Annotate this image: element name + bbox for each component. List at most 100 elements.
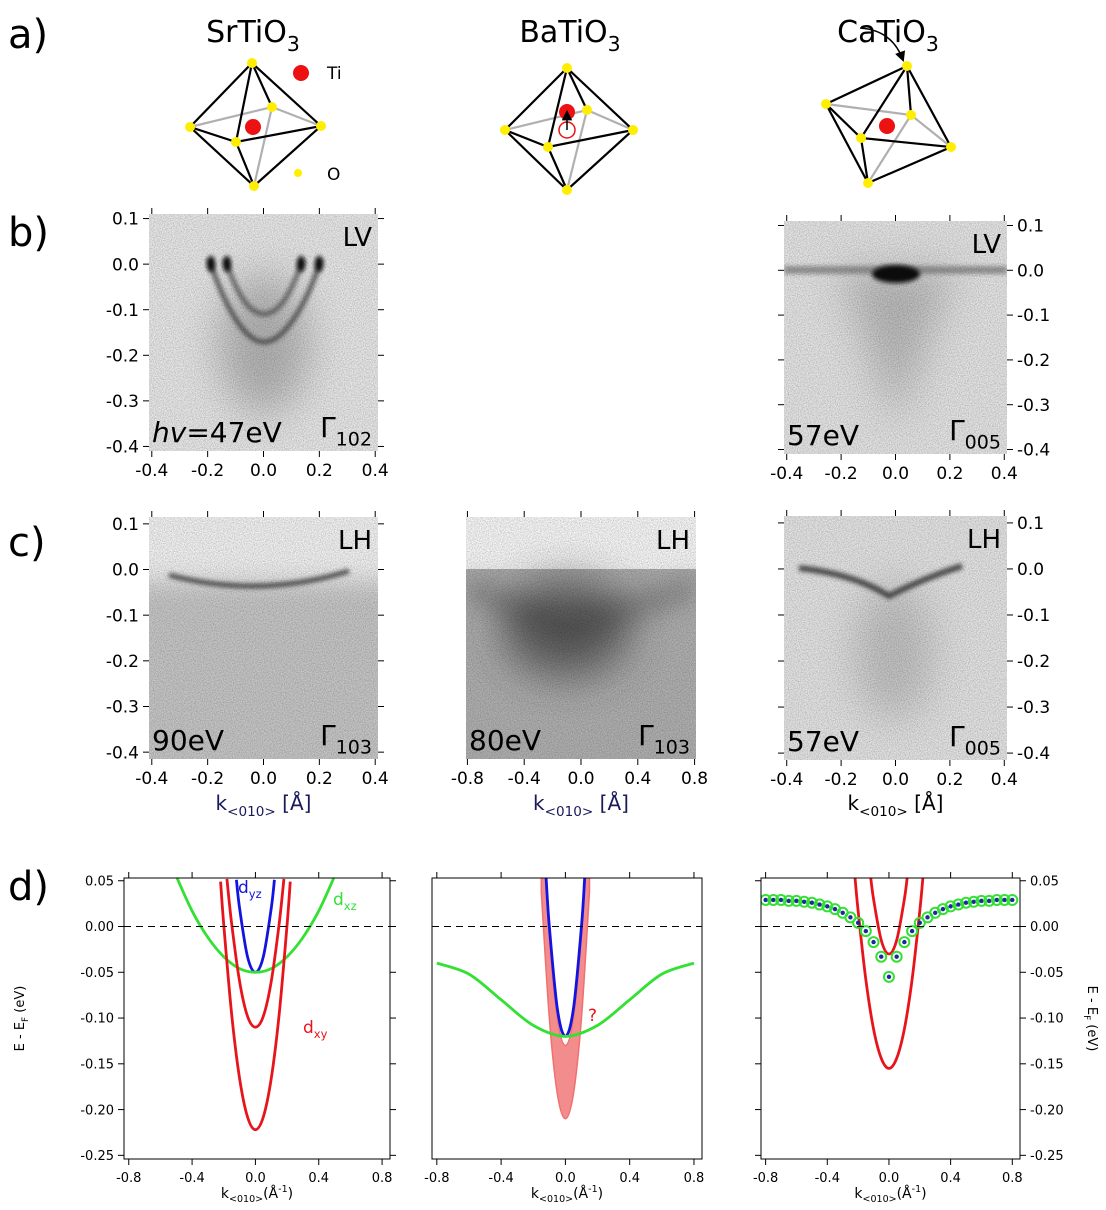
- text-part: k: [854, 1186, 863, 1202]
- y-tick-label: 0.00: [85, 920, 114, 935]
- text-part: 005: [965, 737, 1001, 759]
- point-dot: [986, 898, 992, 904]
- k-point-label: Γ005: [949, 414, 1001, 453]
- point-dot: [963, 900, 969, 905]
- text-part: ): [598, 1186, 603, 1202]
- point-ring: [867, 936, 880, 949]
- point-dot: [794, 898, 799, 904]
- x-tick-label: 0.8: [372, 1171, 393, 1186]
- y-tick-label: -0.2: [106, 346, 139, 366]
- y-tick-label: -0.10: [1030, 1012, 1064, 1027]
- compound-title: CaTiO3: [837, 15, 939, 56]
- data-point: [967, 895, 980, 908]
- photon-energy-label: 57eV: [787, 725, 859, 758]
- data-point: [813, 898, 826, 911]
- polarization-label: LV: [343, 223, 373, 253]
- point-dot: [1010, 897, 1015, 903]
- ti-atom: [245, 119, 261, 135]
- x-tick-label: 0.8: [681, 769, 708, 789]
- x-tick-label: 0.4: [991, 464, 1018, 484]
- octahedron-front-edges: [504, 67, 637, 192]
- x-tick-label: -0.4: [179, 1171, 204, 1186]
- text-part: 103: [336, 736, 372, 758]
- text-part: <010>: [859, 804, 908, 820]
- x-tick-label: -0.4: [488, 1171, 513, 1186]
- spectrum-feature: [149, 517, 378, 759]
- x-tick-label: -0.2: [825, 464, 858, 484]
- point-ring: [761, 893, 772, 906]
- data-point: [983, 894, 996, 907]
- plot-area: [149, 517, 378, 759]
- spectrum-feature: [466, 517, 696, 759]
- text-part: 57eV: [787, 419, 859, 452]
- series-label: dxz: [333, 890, 357, 913]
- o-atom: [902, 61, 912, 71]
- point-dot: [902, 939, 907, 945]
- panel-label: b): [8, 210, 49, 256]
- point-ring: [967, 895, 980, 908]
- octahedron-front-edges: [825, 65, 956, 185]
- y-tick-label: -0.20: [80, 1103, 114, 1118]
- text-part: 57eV: [787, 725, 859, 758]
- spectrum-feature: [149, 214, 378, 451]
- text-part: -1: [278, 1184, 288, 1195]
- x-tick-label: 0.8: [1002, 1171, 1023, 1186]
- point-ring: [775, 893, 788, 906]
- x-tick-label: 0.4: [619, 1171, 640, 1186]
- band-curve: [436, 961, 695, 1038]
- x-tick-label: 0.0: [882, 464, 909, 484]
- text-part: d: [238, 878, 249, 898]
- point-dot: [925, 915, 930, 920]
- point-dot: [940, 906, 946, 912]
- x-tick-label: -0.4: [815, 1171, 840, 1186]
- oxygen-atoms: [500, 63, 638, 195]
- point-ring: [952, 898, 965, 911]
- point-ring: [875, 950, 888, 963]
- y-tick-label: 0.05: [1030, 874, 1059, 889]
- k-point-label: Γ005: [949, 720, 1001, 759]
- y-tick-label: -0.1: [1017, 306, 1050, 326]
- o-atom: [562, 63, 572, 73]
- o-atom: [543, 142, 553, 152]
- polarization-label: LH: [967, 525, 1001, 555]
- o-atom: [628, 125, 638, 135]
- plot-area: [466, 517, 696, 759]
- oxygen-atoms: [185, 58, 326, 191]
- x-tick-label: 0.0: [250, 769, 277, 789]
- x-tick-label: 0.2: [306, 769, 333, 789]
- x-tick-label: -0.4: [135, 461, 168, 481]
- text-part: k: [216, 791, 228, 815]
- point-dot: [763, 897, 768, 903]
- text-part: k: [221, 1186, 230, 1202]
- panel-label: a): [8, 12, 48, 58]
- o-atom: [562, 185, 572, 195]
- text-part: [Å]: [593, 791, 629, 815]
- y-tick-label: 0.05: [85, 874, 114, 889]
- text-part: ): [288, 1186, 293, 1202]
- point-ring: [821, 900, 834, 913]
- plot-area: [784, 516, 1007, 760]
- data-point: [890, 950, 903, 963]
- text-part: 90eV: [152, 724, 224, 757]
- x-tick-label: 0.0: [250, 461, 277, 481]
- x-tick-label: -0.2: [191, 769, 224, 789]
- text-part: BaTiO: [519, 15, 607, 50]
- y-axis-label: E - EF (eV): [1081, 986, 1099, 1052]
- y-tick-label: -0.2: [1017, 351, 1050, 371]
- point-ring: [936, 903, 949, 916]
- text-part: SrTiO: [206, 15, 287, 50]
- y-tick-label: -0.20: [1030, 1103, 1064, 1118]
- y-tick-label: -0.05: [1030, 966, 1064, 981]
- data-point: [960, 896, 973, 909]
- y-tick-label: 0.1: [1017, 217, 1044, 237]
- text-part: (eV): [13, 986, 28, 1017]
- y-tick-label: -0.2: [1017, 652, 1050, 672]
- data-point: [852, 916, 865, 929]
- o-atom: [821, 99, 831, 109]
- x-tick-label: 0.4: [624, 769, 651, 789]
- text-part: ): [921, 1186, 926, 1202]
- x-tick-label: -0.4: [135, 769, 168, 789]
- point-ring: [859, 925, 872, 938]
- photon-energy-label: 80eV: [469, 724, 541, 757]
